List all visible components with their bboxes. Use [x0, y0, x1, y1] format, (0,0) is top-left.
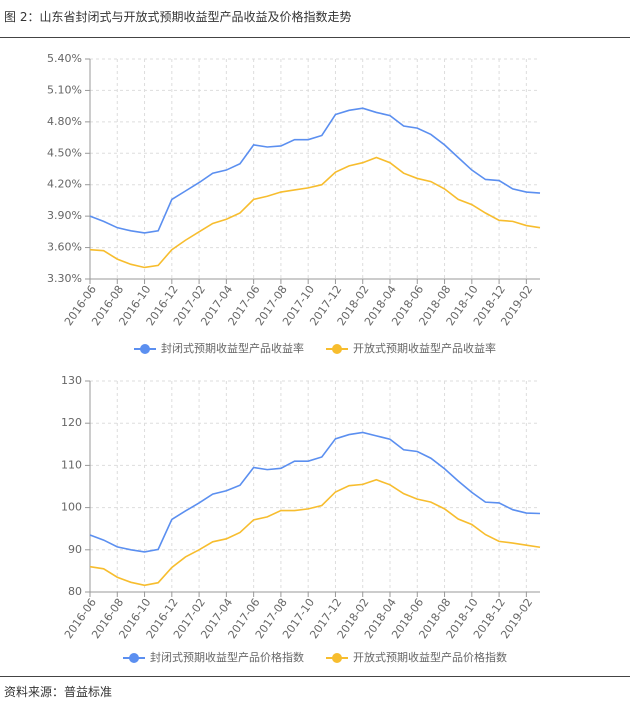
legend-label: 封闭式预期收益型产品收益率 [161, 341, 304, 355]
divider [0, 37, 630, 38]
y-tick-label: 4.20% [47, 178, 82, 191]
legend-label: 开放式预期收益型产品收益率 [353, 341, 496, 355]
legend-marker [129, 653, 139, 663]
legend-marker [332, 344, 342, 354]
legend-marker [332, 653, 342, 663]
series-line [89, 431, 541, 553]
legend: 封闭式预期收益型产品收益率 开放式预期收益型产品收益率 [134, 341, 496, 355]
source-note: 资料来源：普益标准 [4, 685, 113, 699]
y-tick-label: 110 [61, 458, 82, 471]
legend-label: 开放式预期收益型产品价格指数 [353, 650, 507, 664]
y-tick-label: 4.50% [47, 146, 82, 159]
y-tick-label: 5.40% [47, 52, 82, 65]
y-tick-label: 120 [61, 416, 82, 429]
divider [0, 676, 630, 677]
series-line [89, 107, 541, 234]
legend-marker [140, 344, 150, 354]
figure-title: 图 2：山东省封闭式与开放式预期收益型产品收益及价格指数走势 [4, 10, 352, 24]
legend-label: 封闭式预期收益型产品价格指数 [150, 650, 304, 664]
series-line [89, 156, 541, 269]
y-tick-label: 3.30% [47, 272, 82, 285]
y-tick-label: 80 [68, 585, 82, 598]
y-tick-label: 4.80% [47, 115, 82, 128]
y-tick-label: 100 [61, 501, 82, 514]
legend: 封闭式预期收益型产品价格指数 开放式预期收益型产品价格指数 [123, 650, 507, 664]
y-tick-label: 3.60% [47, 241, 82, 254]
y-tick-label: 90 [68, 543, 82, 556]
y-tick-label: 3.90% [47, 209, 82, 222]
y-tick-label: 130 [61, 374, 82, 387]
y-tick-label: 5.10% [47, 83, 82, 96]
series-line [89, 478, 541, 587]
